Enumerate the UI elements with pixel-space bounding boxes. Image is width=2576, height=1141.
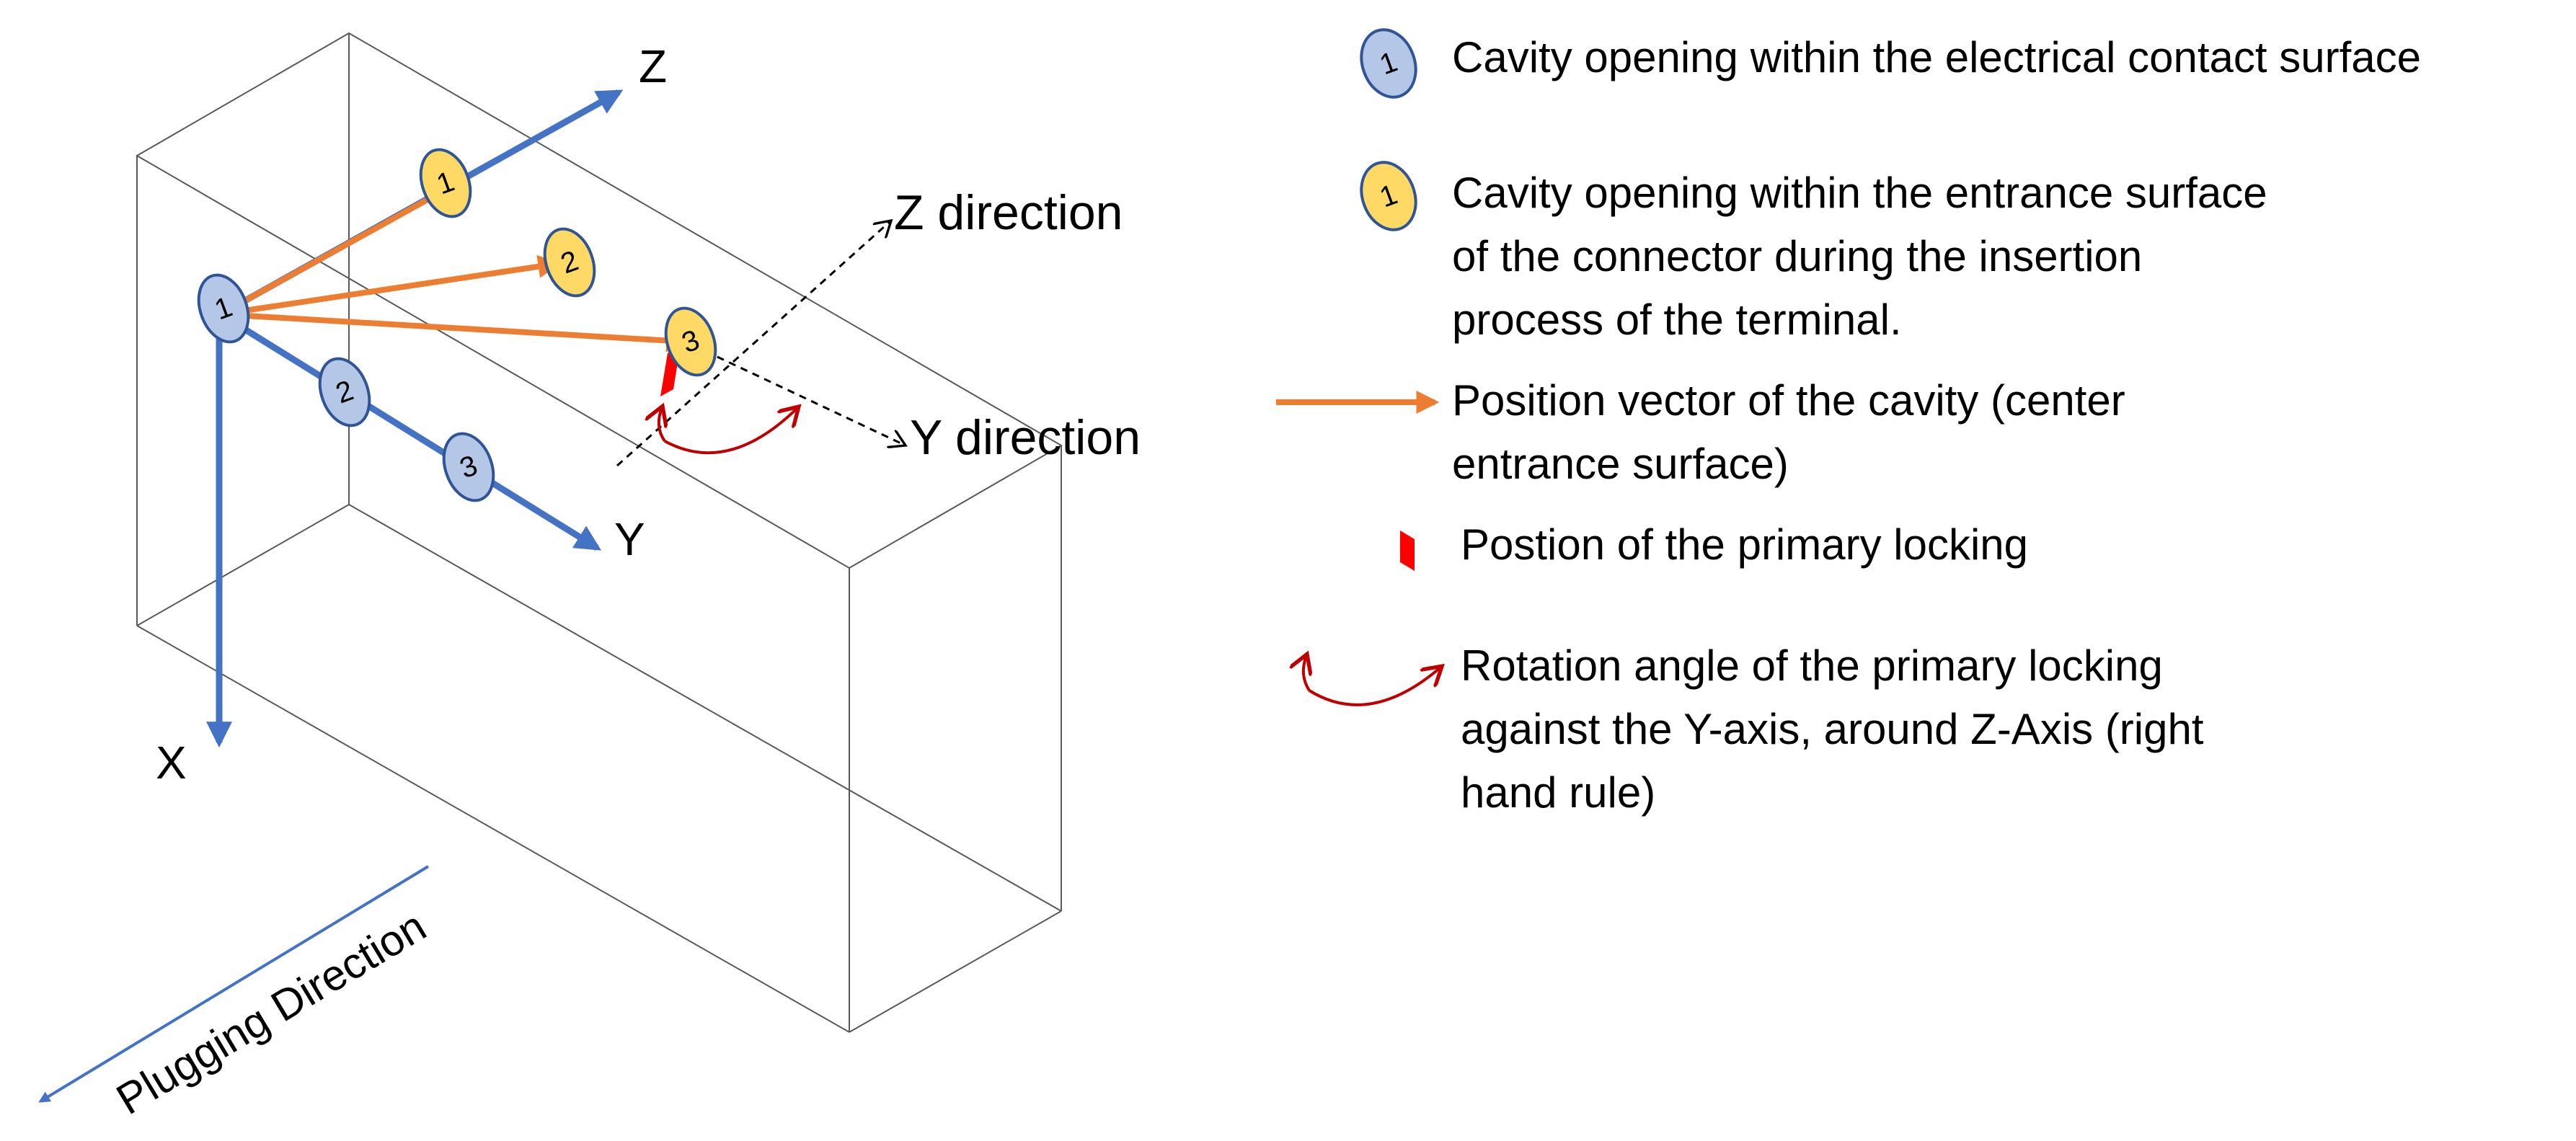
cavity-marker-yellow-3: 3 [664, 306, 717, 377]
y-direction-label: Y direction [910, 410, 1141, 465]
axis-labels: Z Y X Z direction Y direction [156, 40, 1141, 789]
cavity-marker-blue-3: 3 [442, 432, 495, 502]
legend-blue-marker: 1 [1360, 28, 1417, 99]
rotation-angle-arc-start [659, 408, 665, 443]
yellow-cavity-markers: 1 2 3 [419, 148, 717, 377]
legend-entrance-surface-line-2: of the connector during the insertion [1452, 232, 2142, 280]
z-direction-line [616, 221, 891, 467]
legend-rotation-line-3: hand rule) [1461, 768, 1655, 817]
cavity-marker-yellow-2: 2 [543, 227, 596, 298]
legend-entrance-surface-line-1: Cavity opening within the entrance surfa… [1452, 169, 2267, 217]
legend-rotation-line-1: Rotation angle of the primary locking [1461, 641, 2163, 690]
z-axis-label: Z [639, 40, 667, 92]
legend-position-vector-line-2: entrance surface) [1452, 440, 1789, 488]
legend-yellow-marker: 1 [1360, 161, 1417, 231]
coordinate-axes [206, 89, 624, 748]
legend-rotation-arc [1308, 667, 1440, 706]
cavity-marker-yellow-1: 1 [419, 148, 472, 218]
y-direction-line [681, 339, 906, 445]
legend: 1 Cavity opening within the electrical c… [1276, 28, 2421, 817]
legend-entrance-surface-line-3: process of the terminal. [1452, 296, 1902, 344]
legend-position-vector-line-1: Position vector of the cavity (center [1452, 376, 2125, 425]
plugging-direction-arrow [38, 865, 430, 1103]
cavity-marker-blue-2: 2 [318, 357, 371, 427]
plugging-direction-label: Plugging Direction [108, 902, 434, 1124]
x-axis-label: X [156, 737, 187, 789]
position-vectors [219, 186, 690, 352]
y-axis-label: Y [614, 513, 645, 565]
rotation-angle-arc [664, 408, 797, 455]
local-directions [616, 221, 906, 467]
connector-box [136, 32, 1063, 1033]
position-vector-2 [220, 254, 562, 317]
z-direction-label: Z direction [894, 185, 1123, 240]
position-vector-3 [220, 311, 690, 352]
legend-contact-surface-text: Cavity opening within the electrical con… [1452, 33, 2421, 81]
legend-rotation-line-2: against the Y-axis, around Z-Axis (right [1461, 705, 2204, 753]
legend-primary-locking-text: Postion of the primary locking [1461, 520, 2028, 569]
blue-cavity-markers: 1 2 3 [197, 273, 495, 502]
y-axis-arrow [218, 311, 602, 551]
position-vector-1 [219, 186, 451, 317]
legend-rotation-arc-start [1304, 656, 1309, 692]
legend-primary-locking-marker [1400, 530, 1415, 571]
cavity-marker-blue-1: 1 [197, 273, 250, 344]
